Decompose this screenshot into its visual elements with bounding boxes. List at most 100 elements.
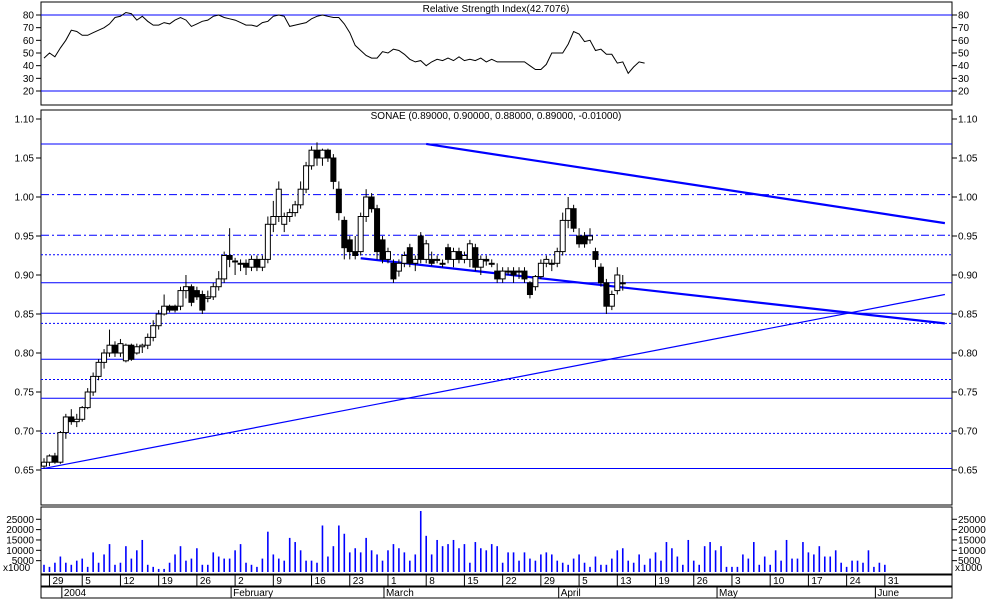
price-y-tick-label-left: 0.80 xyxy=(15,349,35,360)
volume-y-tick-label-left: 25000 xyxy=(6,515,34,526)
x-tick-label: 2 xyxy=(238,576,244,587)
price-y-tick-label-right: 0.85 xyxy=(958,310,978,321)
rsi-y-tick-label-left: 50 xyxy=(23,49,35,60)
rsi-y-tick-label-left: 20 xyxy=(23,87,35,98)
price-y-tick-label-left: 0.70 xyxy=(15,427,35,438)
candle-body xyxy=(199,294,206,311)
x-tick-label: 16 xyxy=(315,576,327,587)
candle-body xyxy=(374,208,381,253)
volume-y-tick-label-right: 25000 xyxy=(958,515,986,526)
price-y-tick-label-right: 1.10 xyxy=(958,115,978,126)
candle-body xyxy=(499,270,506,280)
x-tick-label: 26 xyxy=(200,576,212,587)
candle-body xyxy=(128,344,135,360)
candle-body xyxy=(488,262,495,265)
candle-body xyxy=(204,296,211,299)
candle-body xyxy=(576,235,583,245)
candle-body xyxy=(281,216,288,225)
candle-body xyxy=(122,344,129,362)
candle-body xyxy=(346,239,353,253)
candle-body xyxy=(510,270,517,276)
candle-body xyxy=(297,188,304,206)
x-tick-label: 13 xyxy=(620,576,632,587)
volume-y-tick-label-left: 15000 xyxy=(6,535,34,546)
candle-body xyxy=(548,262,555,265)
price-title: SONAE (0.89000, 0.90000, 0.88000, 0.8900… xyxy=(371,111,622,122)
candle-body xyxy=(537,262,544,278)
candle-body xyxy=(357,216,364,253)
candle-body xyxy=(270,216,277,225)
candle-body xyxy=(554,251,561,264)
rsi-y-tick-label-right: 30 xyxy=(958,74,970,85)
candle-body xyxy=(445,247,452,260)
rsi-frame xyxy=(40,1,953,106)
candle-body xyxy=(526,282,533,295)
volume-y-tick-label-left: 5000 xyxy=(12,556,35,567)
volume-y-tick-label-right: 5000 xyxy=(958,556,981,567)
candle-body xyxy=(62,416,69,434)
candle-body xyxy=(133,346,140,354)
volume-frame xyxy=(40,506,953,575)
candle-body xyxy=(275,188,282,217)
candle-body xyxy=(73,418,80,423)
candle-body xyxy=(341,219,348,249)
rsi-y-tick-label-right: 80 xyxy=(958,11,970,22)
candle-body xyxy=(363,196,370,217)
candle-body xyxy=(455,251,462,260)
candle-body xyxy=(46,455,53,463)
candle-body xyxy=(237,262,244,265)
candle-body xyxy=(111,344,118,354)
x-tick-label: 17 xyxy=(811,576,823,587)
candle-body xyxy=(461,255,468,260)
candle-body xyxy=(182,286,189,292)
candle-body xyxy=(161,305,168,315)
candle-body xyxy=(308,149,315,167)
candle-body xyxy=(412,258,419,264)
month-label: April xyxy=(561,588,581,599)
price-y-tick-label-right: 0.90 xyxy=(958,271,978,282)
candle-body xyxy=(521,270,528,280)
price-y-tick-label-right: 1.00 xyxy=(958,193,978,204)
candle-body xyxy=(543,258,550,264)
candle-body xyxy=(379,239,386,260)
rsi-y-tick-label-left: 80 xyxy=(23,11,35,22)
candle-body xyxy=(505,270,512,273)
candle-body xyxy=(243,262,250,268)
price-y-tick-label-right: 1.05 xyxy=(958,154,978,165)
candle-body xyxy=(483,258,490,262)
rsi-y-tick-label-right: 40 xyxy=(958,61,970,72)
price-y-tick-label-right: 0.65 xyxy=(958,466,978,477)
candle-body xyxy=(232,260,239,263)
candle-body xyxy=(390,262,397,280)
price-y-tick-label-left: 0.85 xyxy=(15,310,35,321)
candle-body xyxy=(472,247,479,268)
x-tick-label: 12 xyxy=(123,576,135,587)
candle-body xyxy=(248,258,255,268)
candle-body xyxy=(150,325,157,338)
candle-body xyxy=(215,278,222,288)
candle-body xyxy=(477,258,484,268)
x-tick-label: 26 xyxy=(697,576,709,587)
x-tick-label: 5 xyxy=(85,576,91,587)
volume-y-tick-label-right: 10000 xyxy=(958,546,986,557)
candle-body xyxy=(587,235,593,241)
volume-y-tick-label-left: 10000 xyxy=(6,546,34,557)
candle-body xyxy=(565,208,572,221)
candle-body xyxy=(423,243,430,260)
x-tick-label: 9 xyxy=(276,576,282,587)
candle-body xyxy=(395,262,402,272)
rsi-y-tick-label-right: 50 xyxy=(958,49,970,60)
candle-body xyxy=(155,313,162,327)
x-axis: 29 5 12 19 26 2 9 16 23 1 8 15 22 29 5 13 19 26 3 10 17 24 31 … xyxy=(40,574,953,599)
candle-body xyxy=(221,255,228,280)
x-tick-label: 3 xyxy=(735,576,741,587)
candle-body xyxy=(319,149,326,159)
volume-y-tick-label-left: 20000 xyxy=(6,525,34,536)
volume-unit-right: x1000 xyxy=(955,563,983,574)
candle-body xyxy=(335,188,342,214)
rsi-panel: Relative Strength Index(42.7076) 20 20 30 3… xyxy=(23,1,970,106)
candle-body xyxy=(570,208,577,229)
